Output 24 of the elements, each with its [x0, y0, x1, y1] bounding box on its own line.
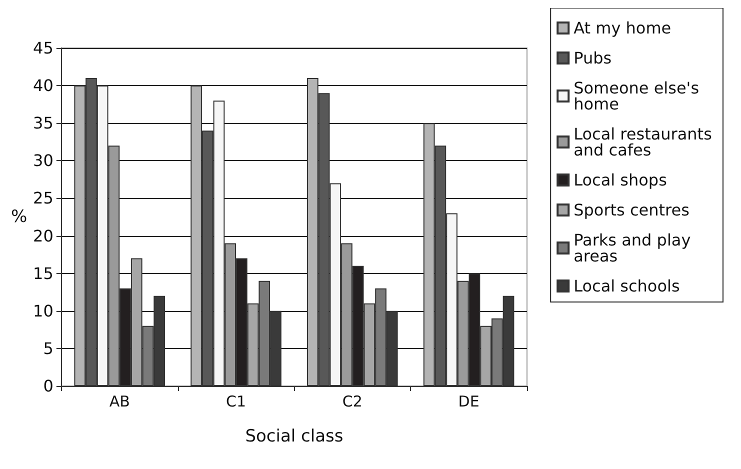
- legend-label: Local schools: [574, 276, 680, 296]
- legend-label: Pubs: [574, 48, 612, 68]
- x-tick-label: DE: [458, 392, 480, 410]
- legend-label: Sports centres: [574, 200, 690, 220]
- legend-label: Parks and play areas: [574, 230, 696, 266]
- y-tick-label: 15: [33, 264, 54, 283]
- y-tick-label: 40: [33, 76, 54, 96]
- legend-label: At my home: [574, 18, 672, 38]
- x-tick-label: C2: [342, 392, 362, 410]
- y-tick-label: 10: [33, 301, 54, 320]
- x-axis-title: Social class: [245, 426, 344, 446]
- y-tick-label: 5: [43, 338, 54, 358]
- legend-label: Local shops: [574, 170, 667, 190]
- y-tick-label: 45: [33, 38, 54, 58]
- y-tick-label: 30: [33, 151, 54, 170]
- y-tick-label: 20: [33, 226, 54, 246]
- x-tick-label: C1: [226, 392, 246, 410]
- y-tick-label: 0: [43, 376, 54, 396]
- y-tick-label: 25: [33, 188, 54, 208]
- y-axis-title: %: [10, 207, 28, 227]
- legend-label: Local restaurants and cafes: [574, 124, 718, 160]
- y-tick-label: 35: [33, 114, 54, 133]
- legend-label: Someone else's home: [574, 78, 704, 114]
- x-tick-label: AB: [109, 392, 130, 410]
